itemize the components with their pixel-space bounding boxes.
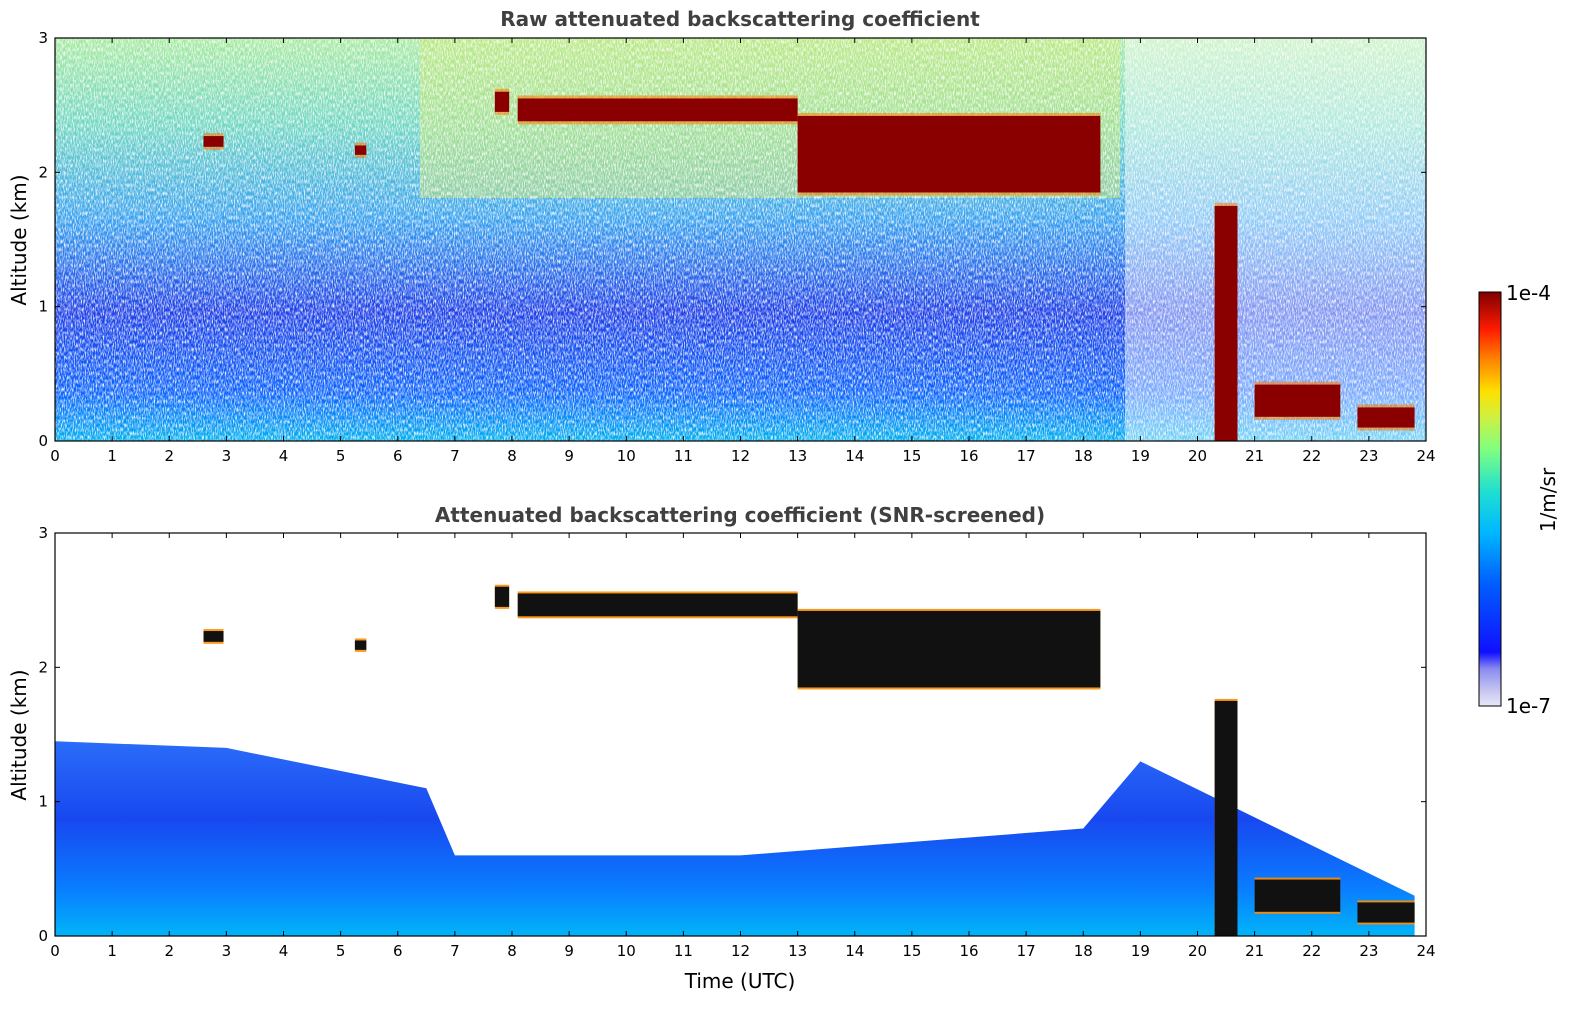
panel-2-boundary-layer bbox=[55, 741, 1415, 936]
x-tick-label: 16 bbox=[959, 447, 978, 465]
panel-2-ticks: 0 1 2 3 4 5 6 7 8 9 10 11 12 13 14 15 16 17 18 19 20 21 22 23 24… bbox=[38, 524, 1435, 960]
x-tick-label: 6 bbox=[393, 942, 403, 960]
x-tick-label: 7 bbox=[450, 942, 460, 960]
cloud-layer bbox=[203, 136, 224, 147]
x-tick-label: 16 bbox=[959, 942, 978, 960]
panel-1-ylabel: Altitude (km) bbox=[7, 174, 31, 305]
x-tick-label: 12 bbox=[731, 447, 750, 465]
x-tick-label: 23 bbox=[1359, 942, 1378, 960]
x-tick-label: 23 bbox=[1359, 447, 1378, 465]
panel-2-plot-area bbox=[55, 533, 1426, 936]
x-tick-label: 3 bbox=[222, 447, 232, 465]
cloud-layer bbox=[1254, 384, 1341, 417]
y-tick-label: 0 bbox=[38, 432, 48, 450]
colorbar-max-label: 1e-4 bbox=[1506, 281, 1551, 305]
x-tick-label: 21 bbox=[1245, 447, 1264, 465]
colorbar: 1e-4 1e-7 1/m/sr bbox=[1478, 281, 1560, 718]
panel-1-ticks: 0 1 2 3 4 5 6 7 8 9 10 11 12 13 14 15 16 17 18 19 20 21 22 23 24… bbox=[38, 29, 1435, 465]
x-tick-label: 18 bbox=[1074, 942, 1093, 960]
x-tick-label: 3 bbox=[222, 942, 232, 960]
x-tick-label: 2 bbox=[164, 447, 174, 465]
x-tick-label: 13 bbox=[788, 447, 807, 465]
x-tick-label: 17 bbox=[1017, 447, 1036, 465]
x-tick-label: 6 bbox=[393, 447, 403, 465]
x-tick-label: 7 bbox=[450, 447, 460, 465]
x-tick-label: 13 bbox=[788, 942, 807, 960]
x-tick-label: 14 bbox=[845, 942, 864, 960]
y-tick-label: 0 bbox=[38, 927, 48, 945]
panel-1-clear-region bbox=[1125, 38, 1426, 441]
x-tick-label: 14 bbox=[845, 447, 864, 465]
x-tick-label: 4 bbox=[279, 942, 289, 960]
colorbar-unit-label: 1/m/sr bbox=[1536, 467, 1560, 532]
x-tick-label: 18 bbox=[1074, 447, 1093, 465]
x-tick-label: 12 bbox=[731, 942, 750, 960]
panel-1-cloud-layers bbox=[203, 88, 1415, 441]
x-tick-label: 21 bbox=[1245, 942, 1264, 960]
y-tick-label: 2 bbox=[38, 658, 48, 676]
x-tick-label: 11 bbox=[674, 447, 693, 465]
cloud-layer bbox=[1214, 205, 1238, 441]
colorbar-min-label: 1e-7 bbox=[1506, 694, 1551, 718]
y-tick-label: 1 bbox=[38, 298, 48, 316]
x-tick-label: 8 bbox=[507, 942, 517, 960]
x-tick-label: 20 bbox=[1188, 447, 1207, 465]
panel-2-xlabel: Time (UTC) bbox=[684, 969, 796, 993]
x-tick-label: 8 bbox=[507, 447, 517, 465]
cloud-layer bbox=[354, 145, 367, 155]
x-tick-label: 4 bbox=[279, 447, 289, 465]
cloud-layer bbox=[354, 640, 367, 650]
y-tick-label: 1 bbox=[38, 793, 48, 811]
x-tick-label: 0 bbox=[50, 447, 60, 465]
panel-1-title: Raw attenuated backscattering coefficien… bbox=[500, 7, 980, 31]
x-tick-label: 22 bbox=[1302, 942, 1321, 960]
x-tick-label: 17 bbox=[1017, 942, 1036, 960]
x-tick-label: 9 bbox=[564, 447, 574, 465]
y-tick-label: 3 bbox=[38, 29, 48, 47]
x-tick-label: 19 bbox=[1131, 942, 1150, 960]
x-tick-label: 19 bbox=[1131, 447, 1150, 465]
x-tick-label: 5 bbox=[336, 942, 346, 960]
x-tick-label: 0 bbox=[50, 942, 60, 960]
x-tick-label: 9 bbox=[564, 942, 574, 960]
x-tick-label: 5 bbox=[336, 447, 346, 465]
cloud-layer bbox=[1357, 407, 1415, 428]
x-tick-label: 15 bbox=[902, 942, 921, 960]
panel-2-ylabel: Altitude (km) bbox=[7, 669, 31, 800]
x-tick-label: 22 bbox=[1302, 447, 1321, 465]
panel-1-plot-area bbox=[55, 38, 1426, 441]
cloud-layer bbox=[1254, 879, 1341, 912]
y-tick-label: 2 bbox=[38, 163, 48, 181]
cloud-layer bbox=[1214, 700, 1238, 936]
cloud-layer bbox=[203, 631, 224, 642]
cloud-layer bbox=[797, 610, 1101, 688]
y-tick-label: 3 bbox=[38, 524, 48, 542]
cloud-layer bbox=[494, 91, 510, 112]
cloud-layer bbox=[797, 115, 1101, 193]
x-tick-label: 10 bbox=[617, 447, 636, 465]
x-tick-label: 10 bbox=[617, 942, 636, 960]
x-tick-label: 11 bbox=[674, 942, 693, 960]
panel-2-title: Attenuated backscattering coefficient (S… bbox=[435, 503, 1045, 527]
x-tick-label: 15 bbox=[902, 447, 921, 465]
cloud-layer bbox=[494, 586, 510, 607]
x-tick-label: 1 bbox=[107, 447, 117, 465]
colorbar-gradient bbox=[1478, 291, 1502, 707]
cloud-layer bbox=[517, 593, 798, 617]
x-tick-label: 1 bbox=[107, 942, 117, 960]
x-tick-label: 2 bbox=[164, 942, 174, 960]
panel-2-cloud-layers bbox=[203, 584, 1415, 936]
x-tick-label: 20 bbox=[1188, 942, 1207, 960]
cloud-layer bbox=[1357, 902, 1415, 923]
x-tick-label: 24 bbox=[1416, 942, 1435, 960]
x-tick-label: 24 bbox=[1416, 447, 1435, 465]
cloud-layer bbox=[517, 98, 798, 122]
